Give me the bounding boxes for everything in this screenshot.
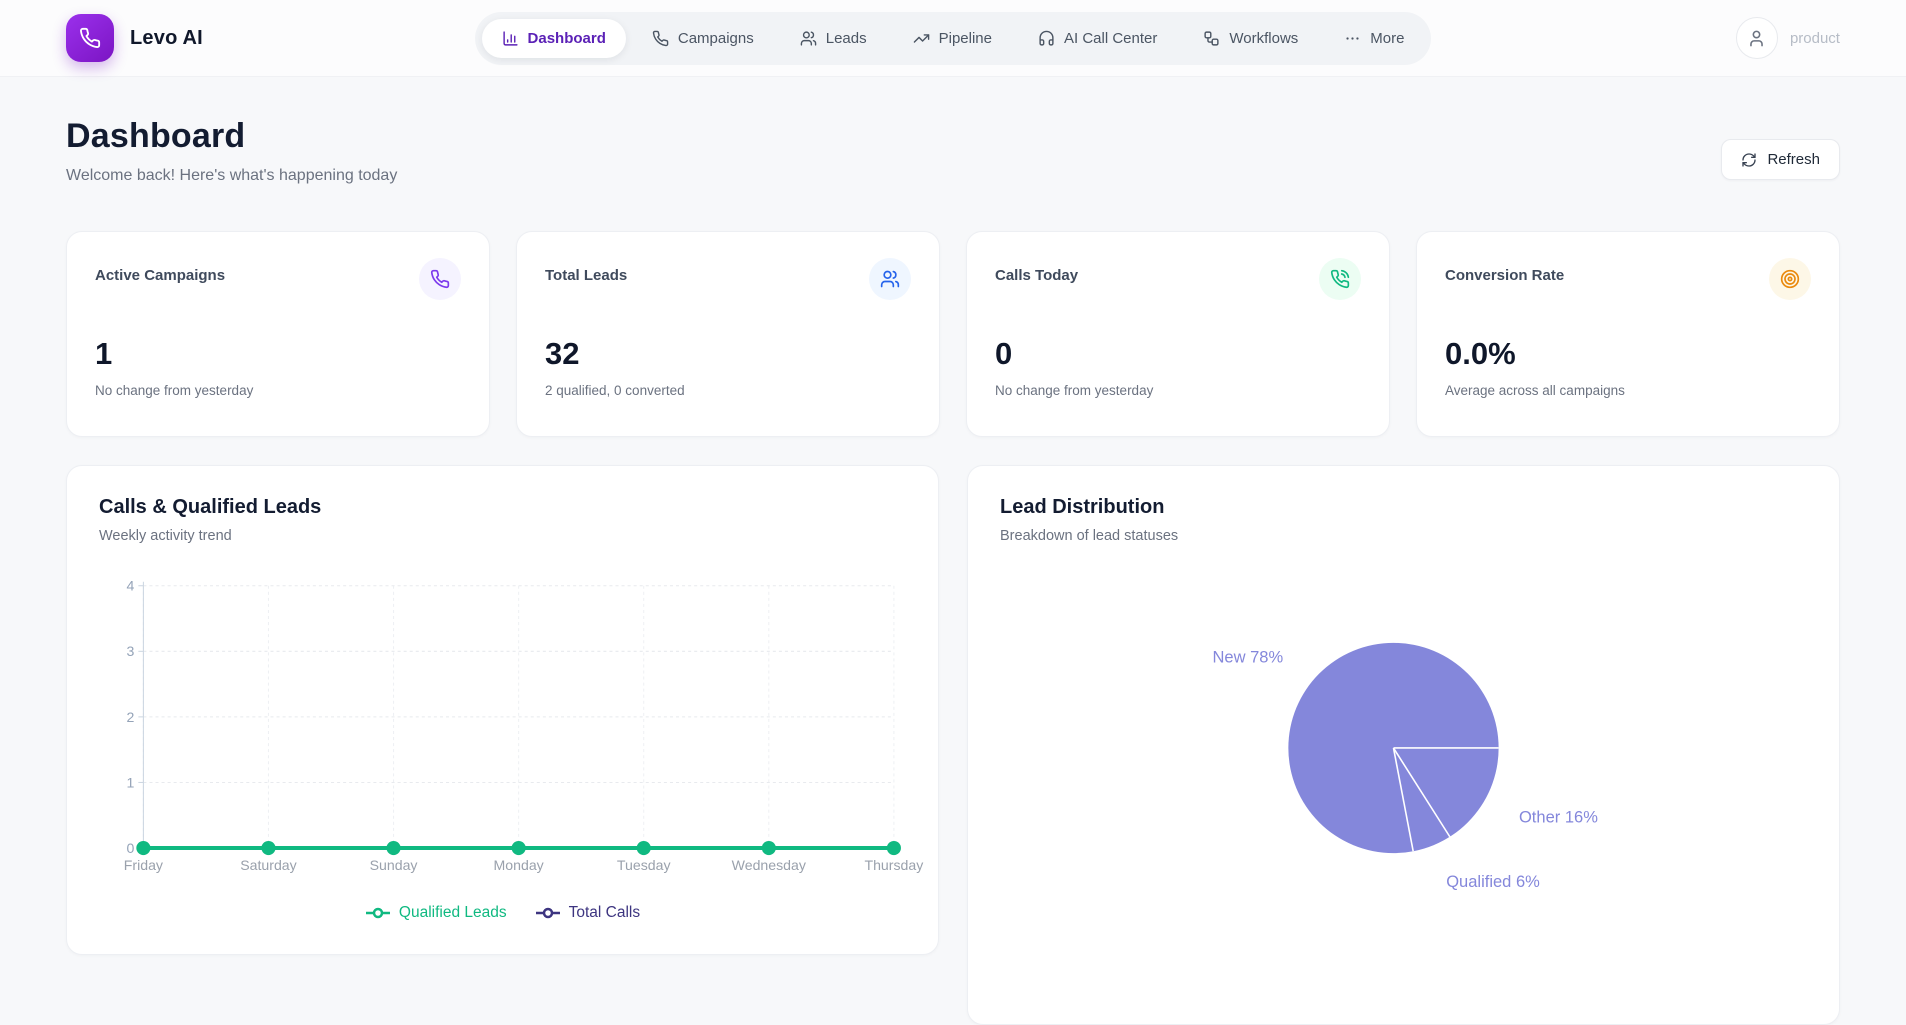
headphones-icon bbox=[1038, 30, 1055, 47]
line-chart-card: Calls & Qualified Leads Weekly activity … bbox=[66, 465, 939, 955]
pie-chart-subtitle: Breakdown of lead statuses bbox=[1000, 528, 1179, 544]
brand-logo bbox=[66, 14, 114, 62]
stat-title: Calls Today bbox=[995, 267, 1079, 284]
stat-value: 1 bbox=[95, 336, 113, 371]
svg-text:4: 4 bbox=[126, 578, 134, 594]
main-content: Dashboard Welcome back! Here's what's ha… bbox=[0, 77, 1906, 1025]
nav-label: Pipeline bbox=[938, 29, 992, 47]
nav-label: More bbox=[1370, 29, 1405, 47]
stats-row: Active Campaigns 1 No change from yester… bbox=[66, 231, 1840, 437]
brand-name: Levo AI bbox=[130, 26, 203, 49]
stat-value: 32 bbox=[545, 336, 580, 371]
legend-label: Total Calls bbox=[568, 904, 641, 921]
nav-item-more[interactable]: More bbox=[1324, 19, 1424, 58]
nav-item-dashboard[interactable]: Dashboard bbox=[481, 18, 626, 58]
users-icon bbox=[880, 269, 900, 289]
legend-item: Total Calls bbox=[535, 904, 641, 922]
stat-title: Conversion Rate bbox=[1445, 267, 1565, 284]
line-chart: 0 1 2 3 4 Friday Saturday Sunday Monday Tuesday We… bbox=[124, 578, 924, 874]
nav-item-ai-call-center[interactable]: AI Call Center bbox=[1018, 19, 1177, 58]
phone-icon bbox=[79, 27, 101, 49]
nav-label: Leads bbox=[825, 29, 867, 47]
stat-card-calls-today: Calls Today 0 No change from yesterday bbox=[966, 231, 1390, 437]
pie-chart-card: Lead Distribution Breakdown of lead stat… bbox=[967, 465, 1840, 1025]
svg-text:3: 3 bbox=[126, 643, 134, 659]
nav-label: Campaigns bbox=[677, 29, 754, 47]
stat-card-active-campaigns: Active Campaigns 1 No change from yester… bbox=[66, 231, 490, 437]
nav-label: AI Call Center bbox=[1064, 29, 1158, 47]
stat-card-conversion-rate: Conversion Rate 0.0% Average across all … bbox=[1416, 231, 1840, 437]
legend-label: Qualified Leads bbox=[398, 904, 507, 921]
user-box: product bbox=[1500, 17, 1840, 59]
legend-item: Qualified Leads bbox=[365, 904, 507, 922]
phone-icon bbox=[430, 269, 450, 289]
stat-title: Total Leads bbox=[545, 267, 628, 284]
charts-row: Calls & Qualified Leads Weekly activity … bbox=[66, 465, 1840, 1025]
stat-subtitle: No change from yesterday bbox=[95, 383, 254, 398]
line-chart-subtitle: Weekly activity trend bbox=[99, 528, 232, 544]
pie-chart: New 78% Qualified 6% Other 16% bbox=[1212, 642, 1598, 891]
svg-text:2: 2 bbox=[126, 709, 134, 725]
nav-item-leads[interactable]: Leads bbox=[780, 19, 887, 58]
page-subtitle: Welcome back! Here's what's happening to… bbox=[66, 167, 398, 184]
nav-item-workflows[interactable]: Workflows bbox=[1183, 19, 1318, 58]
svg-text:Monday: Monday bbox=[494, 857, 545, 873]
users-icon bbox=[800, 30, 817, 47]
svg-text:Saturday: Saturday bbox=[240, 857, 297, 873]
stat-value: 0.0% bbox=[1445, 336, 1516, 371]
svg-text:1: 1 bbox=[126, 774, 134, 790]
workflow-icon bbox=[1203, 30, 1220, 47]
stat-subtitle: No change from yesterday bbox=[995, 383, 1154, 398]
stat-card-total-leads: Total Leads 32 2 qualified, 0 converted bbox=[516, 231, 940, 437]
stat-icon-chip bbox=[869, 258, 911, 300]
stat-subtitle: 2 qualified, 0 converted bbox=[545, 383, 685, 398]
nav-label: Dashboard bbox=[527, 29, 606, 47]
main-nav: Dashboard Campaigns Leads Pipeline AI Ca… bbox=[474, 11, 1432, 65]
topbar: Levo AI Dashboard Campaigns Leads Pipeli… bbox=[0, 0, 1906, 77]
phone-icon bbox=[652, 30, 669, 47]
stat-icon-chip bbox=[419, 258, 461, 300]
phone-call-icon bbox=[1330, 269, 1350, 289]
stat-subtitle: Average across all campaigns bbox=[1445, 383, 1625, 398]
chart-column-icon bbox=[502, 30, 519, 47]
svg-text:Sunday: Sunday bbox=[370, 857, 419, 873]
page-title: Dashboard bbox=[66, 117, 246, 155]
stat-icon-chip bbox=[1769, 258, 1811, 300]
username-label: product bbox=[1789, 29, 1840, 47]
line-chart-title: Calls & Qualified Leads bbox=[99, 496, 322, 518]
stat-title: Active Campaigns bbox=[95, 267, 226, 284]
svg-text:Thursday: Thursday bbox=[864, 857, 924, 873]
refresh-button[interactable]: Refresh bbox=[1721, 139, 1840, 180]
svg-text:Tuesday: Tuesday bbox=[617, 857, 672, 873]
pie-slice-label: Other 16% bbox=[1519, 808, 1598, 827]
nav-label: Workflows bbox=[1229, 29, 1299, 47]
user-avatar[interactable] bbox=[1735, 17, 1778, 59]
page-head: Dashboard Welcome back! Here's what's ha… bbox=[66, 117, 1840, 185]
stat-value: 0 bbox=[995, 336, 1013, 371]
brand[interactable]: Levo AI bbox=[66, 14, 406, 62]
refresh-icon bbox=[1741, 152, 1757, 168]
stat-icon-chip bbox=[1319, 258, 1361, 300]
ellipsis-icon bbox=[1344, 30, 1361, 47]
nav-item-pipeline[interactable]: Pipeline bbox=[893, 19, 1012, 58]
user-icon bbox=[1747, 29, 1766, 48]
pie-slice-label: New 78% bbox=[1212, 647, 1283, 666]
trending-up-icon bbox=[913, 30, 930, 47]
pie-slice-label: Qualified 6% bbox=[1446, 872, 1540, 891]
refresh-label: Refresh bbox=[1767, 151, 1820, 168]
svg-text:Friday: Friday bbox=[124, 857, 164, 873]
svg-text:0: 0 bbox=[126, 840, 134, 856]
target-icon bbox=[1780, 269, 1800, 289]
line-chart-legend: Qualified Leads Total Calls bbox=[99, 904, 906, 922]
svg-text:Wednesday: Wednesday bbox=[732, 857, 807, 873]
pie-chart-title: Lead Distribution bbox=[1000, 496, 1165, 518]
nav-item-campaigns[interactable]: Campaigns bbox=[632, 19, 774, 58]
